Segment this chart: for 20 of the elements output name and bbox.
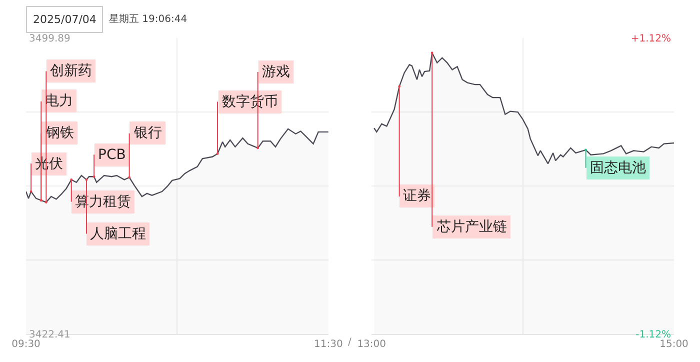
x-tick-label: 13:00: [357, 339, 386, 350]
text: /: [348, 337, 352, 348]
annotation: 游戏: [262, 64, 290, 80]
annotation: 创新药: [50, 63, 92, 79]
x-tick-label: 11:30: [314, 339, 343, 350]
annotation: PCB: [98, 147, 126, 163]
y-tick-label: 3499.89: [29, 34, 70, 44]
annotation: 证券: [403, 188, 431, 204]
annotation: 人脑工程: [90, 226, 146, 242]
text: -1.12%: [636, 330, 671, 340]
annotation: 钢铁: [45, 125, 74, 141]
x-tick-label: 09:30: [12, 339, 40, 350]
annotation: 芯片产业链: [436, 219, 507, 235]
annotation: 固态电池: [590, 160, 646, 176]
text: +1.12%: [630, 34, 671, 44]
annotation: 银行: [133, 125, 162, 141]
chart-title: 2025/07/04: [33, 13, 96, 26]
chart-subtitle: 星期五 19:06:44: [109, 13, 188, 25]
x-tick-label: 15:00: [660, 339, 688, 350]
y-tick-label: 3422.41: [29, 330, 70, 340]
